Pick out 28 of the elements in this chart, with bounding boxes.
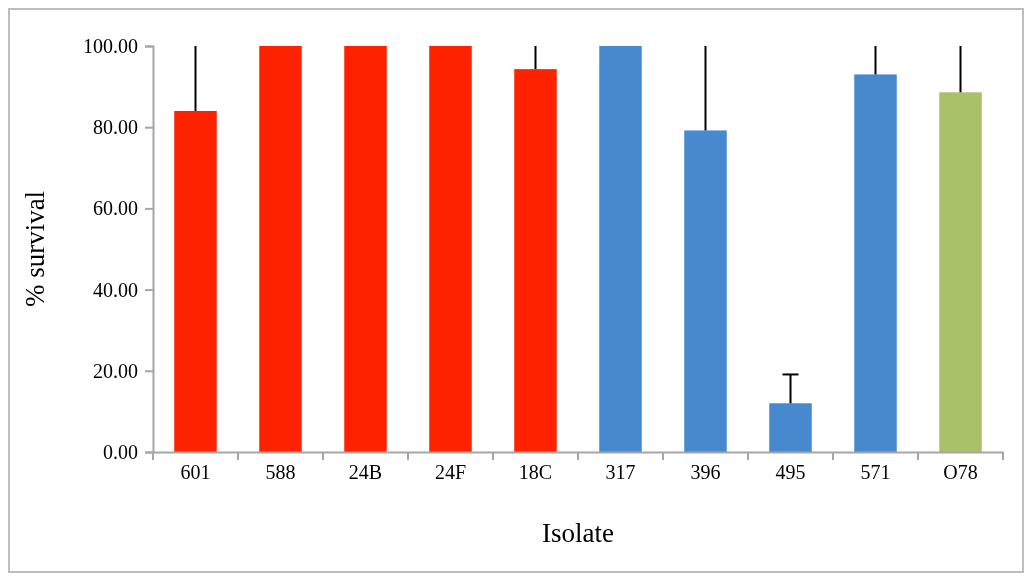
x-tick-label: 396 <box>690 461 721 483</box>
x-tick-label: 24B <box>348 461 383 483</box>
bar <box>259 46 302 452</box>
y-tick-label: 20.00 <box>93 359 138 382</box>
y-axis-title: % survival <box>20 190 50 308</box>
bar <box>684 130 727 452</box>
bar <box>514 69 557 452</box>
bar <box>939 92 982 452</box>
y-tick-label: 40.00 <box>93 278 138 301</box>
y-tick-label: 0.00 <box>103 440 138 463</box>
bar <box>344 46 387 452</box>
x-tick-label: 571 <box>860 461 891 483</box>
x-tick-label: 601 <box>180 461 211 483</box>
bar <box>599 46 642 452</box>
bar <box>429 46 472 452</box>
y-tick-label: 60.00 <box>93 197 138 220</box>
bar <box>174 110 217 452</box>
bar <box>854 74 897 452</box>
x-tick-label: 495 <box>775 461 806 483</box>
x-axis-title: Isolate <box>542 518 614 548</box>
x-tick-label: O78 <box>943 461 978 483</box>
x-tick-label: 18C <box>518 461 553 483</box>
y-tick-label: 100.00 <box>83 34 138 57</box>
x-tick-label: 24F <box>434 461 467 483</box>
y-tick-label: 80.00 <box>93 116 138 139</box>
x-tick-label: 317 <box>605 461 636 483</box>
bar <box>769 403 812 452</box>
x-tick-label: 588 <box>265 461 296 483</box>
